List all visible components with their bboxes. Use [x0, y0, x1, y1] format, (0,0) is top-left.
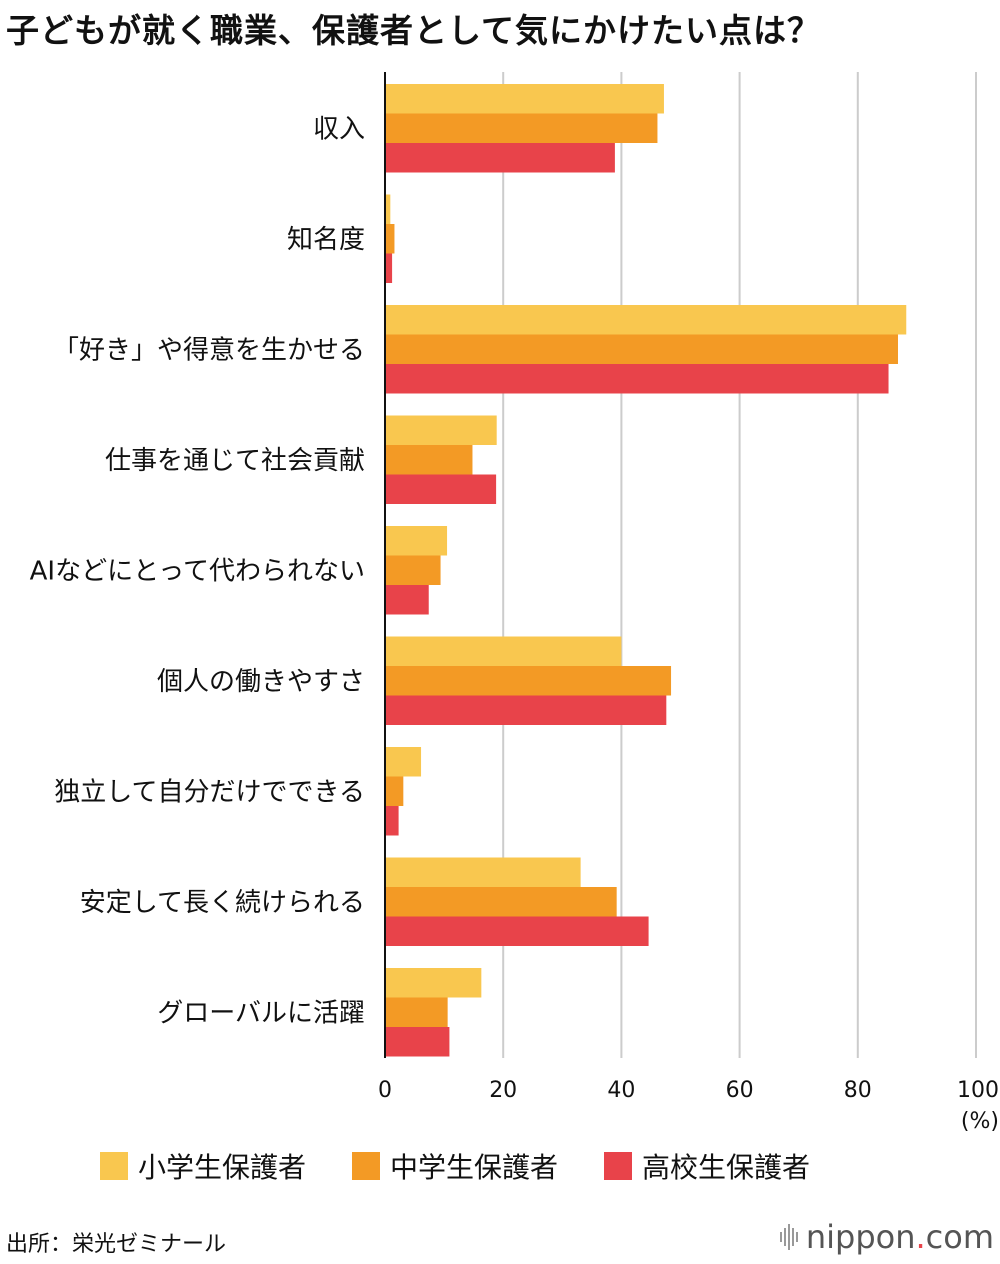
bar-elementary-6 — [385, 747, 422, 777]
legend-swatch-elementary — [100, 1152, 128, 1180]
legend-item-high-school: 高校生保護者 — [604, 1146, 810, 1186]
legend: 小学生保護者 中学生保護者 高校生保護者 — [100, 1146, 810, 1186]
bar-high-school-0 — [385, 143, 615, 173]
x-tick-label-60: 60 — [726, 1078, 754, 1103]
bar-high-school-1 — [385, 253, 393, 283]
bar-high-school-8 — [385, 1027, 450, 1057]
bar-elementary-3 — [385, 415, 497, 445]
x-tick-label-20: 20 — [489, 1078, 517, 1103]
bar-junior-high-7 — [385, 887, 617, 917]
bar-junior-high-5 — [385, 666, 672, 696]
x-unit-label: (%) — [961, 1109, 999, 1134]
category-label-2: 「好き」や得意を生かせる — [53, 335, 365, 365]
logo-dot: . — [915, 1218, 926, 1256]
bar-elementary-7 — [385, 857, 581, 887]
category-label-7: 安定して長く続けられる — [80, 888, 365, 918]
bar-elementary-4 — [385, 526, 448, 556]
nippon-logo: nippon. com — [779, 1218, 994, 1256]
legend-label-junior-high: 中学生保護者 — [390, 1151, 559, 1184]
bar-high-school-3 — [385, 474, 497, 504]
category-label-3: 仕事を通じて社会貢献 — [105, 446, 365, 476]
x-tick-label-80: 80 — [844, 1078, 872, 1103]
x-tick-label-0: 0 — [378, 1078, 392, 1103]
logo-suffix: com — [925, 1218, 994, 1256]
bar-high-school-2 — [385, 364, 889, 394]
bar-elementary-0 — [385, 84, 664, 114]
legend-label-elementary: 小学生保護者 — [138, 1151, 307, 1184]
category-label-5: 個人の働きやすさ — [157, 667, 365, 697]
x-tick-label-100: 100 — [957, 1078, 999, 1103]
bar-elementary-5 — [385, 636, 622, 666]
bar-junior-high-8 — [385, 997, 448, 1027]
bar-elementary-2 — [385, 305, 907, 335]
bar-high-school-5 — [385, 695, 667, 725]
legend-item-junior-high: 中学生保護者 — [352, 1146, 558, 1186]
bar-elementary-1 — [385, 194, 391, 224]
legend-swatch-junior-high — [352, 1152, 381, 1180]
legend-swatch-high-school — [604, 1152, 633, 1180]
bar-junior-high-3 — [385, 445, 473, 475]
category-label-8: グローバルに活躍 — [157, 998, 365, 1028]
legend-label-high-school: 高校生保護者 — [642, 1151, 811, 1184]
bar-junior-high-6 — [385, 776, 404, 806]
category-label-6: 独立して自分だけでできる — [54, 777, 365, 807]
category-label-1: 知名度 — [287, 225, 365, 255]
bar-junior-high-4 — [385, 555, 441, 585]
bar-high-school-6 — [385, 806, 399, 836]
bar-junior-high-0 — [385, 113, 658, 143]
chart-title: 子どもが就く職業、保護者として気にかけたい点は？ — [6, 11, 822, 50]
x-tick-label-40: 40 — [607, 1078, 635, 1103]
bar-elementary-8 — [385, 968, 482, 998]
logo-text: nippon — [805, 1218, 916, 1256]
category-label-0: 収入 — [313, 114, 365, 144]
legend-item-elementary: 小学生保護者 — [100, 1146, 306, 1186]
bar-high-school-7 — [385, 916, 649, 946]
category-label-4: AIなどにとって代わられない — [30, 556, 365, 586]
bar-high-school-4 — [385, 585, 429, 615]
bar-junior-high-1 — [385, 224, 395, 254]
logo-bars-icon — [779, 1224, 798, 1250]
bar-junior-high-2 — [385, 334, 898, 364]
source-note: 出所：栄光ゼミナール — [6, 1232, 227, 1257]
